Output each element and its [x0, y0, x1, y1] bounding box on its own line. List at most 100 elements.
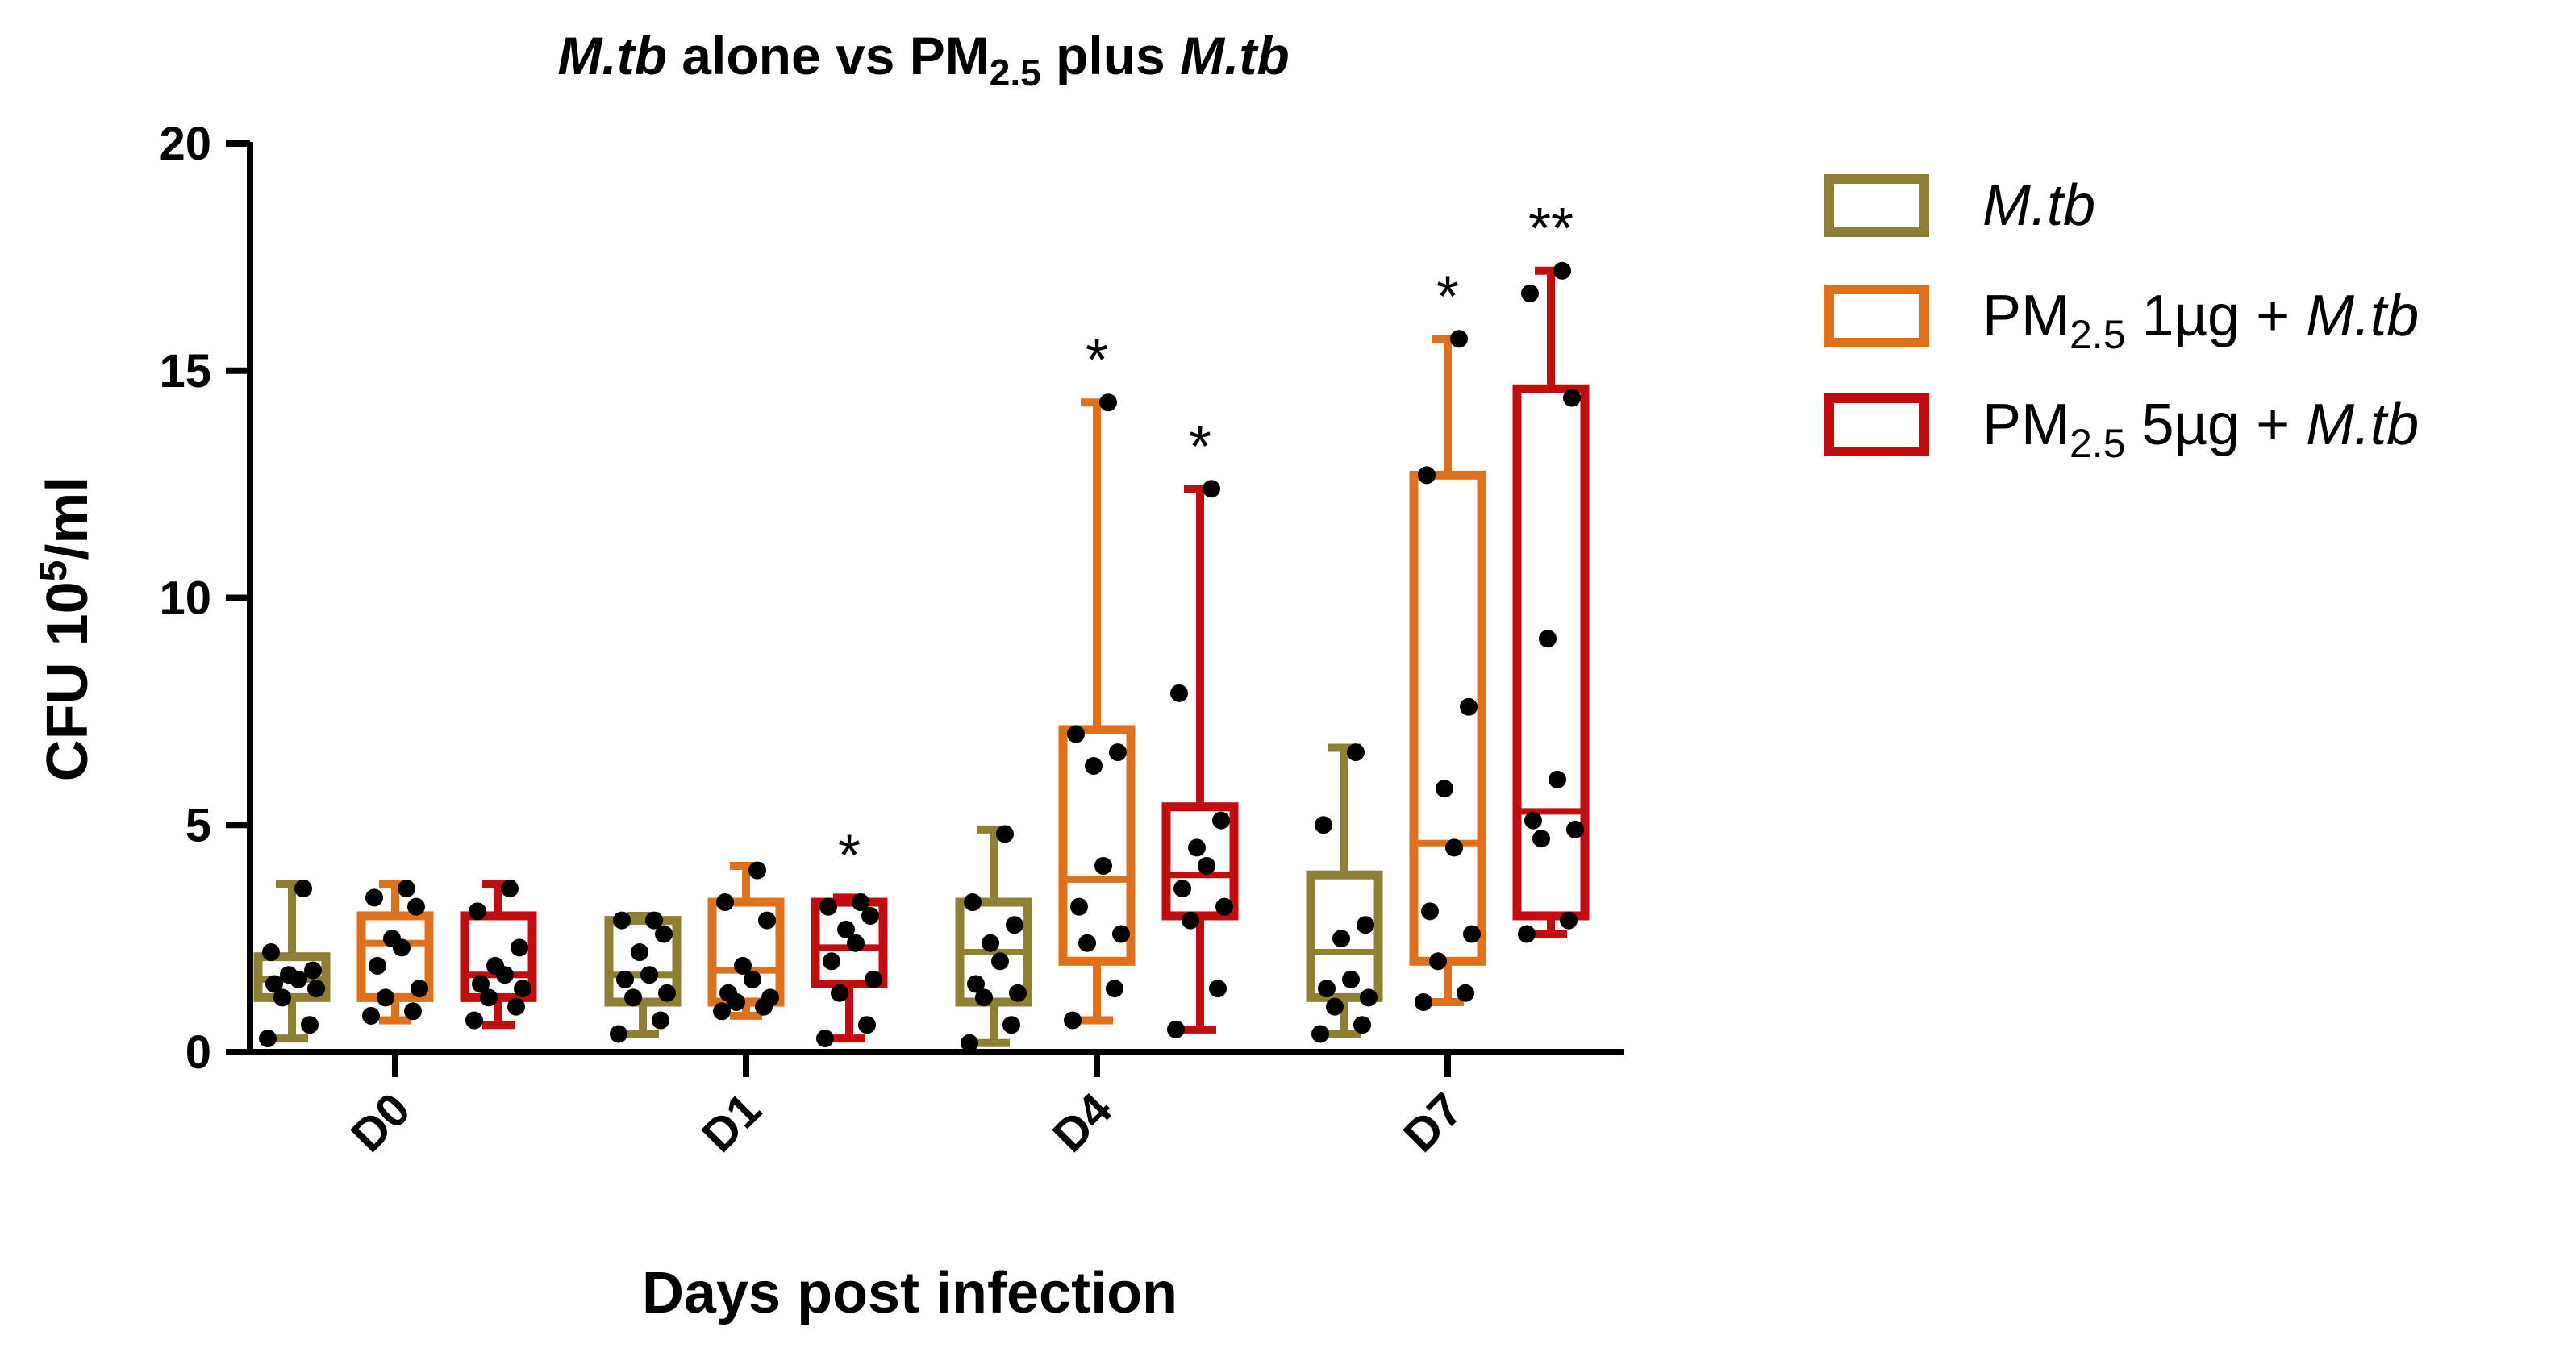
data-point: [816, 1030, 834, 1048]
data-point: [383, 930, 401, 948]
box-group: [604, 911, 682, 1043]
y-axis-title-tail: /ml: [35, 476, 100, 560]
x-category-label: D4: [1043, 1083, 1122, 1162]
data-point: [307, 980, 325, 998]
legend-label-c: M.tb: [2306, 284, 2419, 348]
box-group: *: [1058, 328, 1136, 1030]
y-axis-title-main: CFU 10: [35, 581, 100, 781]
data-point: [1078, 934, 1096, 952]
data-point: [719, 984, 737, 1002]
legend-label-a: PM: [1982, 393, 2070, 457]
data-point: [1167, 1020, 1185, 1038]
data-point: [716, 893, 734, 912]
data-point: [645, 911, 663, 930]
data-point: [1170, 684, 1188, 702]
data-point: [1415, 993, 1432, 1012]
data-point: [1188, 838, 1206, 857]
data-point: [748, 861, 766, 880]
legend-swatch: [1824, 393, 1929, 456]
data-point: [1360, 988, 1378, 1007]
legend-label-a: PM: [1982, 284, 2070, 348]
data-point: [961, 1034, 978, 1052]
data-point: [847, 934, 865, 952]
x-axis-title: Days post infection: [642, 1261, 1178, 1325]
data-point: [1318, 980, 1336, 998]
data-point: [831, 984, 848, 1002]
y-tick-label: 0: [185, 1026, 211, 1079]
data-point: [514, 980, 531, 998]
data-point: [1563, 389, 1581, 407]
data-point: [1112, 925, 1130, 943]
data-point: [655, 925, 673, 943]
data-point: [1212, 811, 1230, 830]
box-group: *: [1409, 264, 1486, 1012]
data-point: [631, 943, 648, 962]
data-point: [1418, 466, 1436, 485]
data-point: [858, 1016, 876, 1034]
data-point: [1067, 725, 1085, 743]
y-tick-label: 5: [185, 799, 211, 851]
data-point: [652, 1011, 669, 1030]
data-point: [758, 911, 776, 930]
data-point: [1311, 1025, 1329, 1043]
data-point: [280, 966, 298, 984]
data-point: [480, 988, 498, 1007]
data-point: [301, 1016, 319, 1034]
data-point: [1326, 997, 1344, 1016]
data-point: [964, 893, 982, 912]
data-point: [1539, 630, 1557, 648]
data-point: [624, 988, 642, 1007]
data-point: [404, 1002, 422, 1021]
y-axis-title: CFU 105/ml: [32, 476, 100, 782]
legend-swatch: [1824, 174, 1929, 237]
data-point: [823, 952, 840, 971]
data-point: [398, 880, 415, 898]
data-point: [658, 984, 676, 1002]
data-point: [640, 966, 658, 984]
data-point: [1421, 902, 1439, 921]
data-point: [1450, 330, 1468, 348]
data-point: [365, 888, 383, 907]
legend-label: M.tb: [1982, 173, 2095, 238]
data-point: [1353, 1016, 1371, 1034]
data-point: [377, 988, 394, 1007]
box-group: *: [811, 823, 888, 1048]
data-point: [407, 897, 425, 916]
data-point: [1460, 697, 1478, 716]
significance-marker: **: [1528, 197, 1574, 261]
data-point: [465, 1011, 483, 1030]
data-point: [294, 880, 312, 898]
data-point: [1094, 856, 1112, 875]
data-point: [511, 938, 528, 957]
plot-area: ******: [253, 197, 1590, 1052]
data-point: [1463, 925, 1481, 943]
legend-label: PM2.5 1µg + M.tb: [1982, 284, 2419, 357]
data-point: [967, 975, 985, 993]
title-part-5: M.tb: [1180, 26, 1290, 85]
data-point: [1182, 911, 1199, 930]
box-group: *: [1161, 414, 1239, 1038]
data-point: [1109, 743, 1127, 762]
data-point: [1002, 1016, 1020, 1034]
x-category-label: D1: [692, 1083, 771, 1162]
y-tick-label: 10: [159, 572, 211, 625]
data-point: [486, 956, 504, 975]
data-point: [1347, 743, 1365, 762]
data-point: [865, 970, 882, 988]
data-point: [1173, 880, 1191, 898]
data-point: [1549, 770, 1566, 788]
x-category-label: D7: [1394, 1083, 1473, 1162]
y-axis-title-sup: 5: [32, 560, 75, 582]
data-point: [991, 952, 1009, 971]
data-point: [501, 880, 519, 898]
data-point: [982, 934, 999, 952]
data-point: [259, 1030, 277, 1048]
title-part-2: alone vs PM: [667, 26, 990, 85]
legend-label: PM2.5 5µg + M.tb: [1982, 393, 2419, 466]
data-point: [616, 970, 634, 988]
data-point: [265, 975, 283, 993]
data-point: [304, 961, 322, 980]
title-part-4: plus: [1041, 26, 1180, 85]
data-point: [734, 956, 752, 975]
